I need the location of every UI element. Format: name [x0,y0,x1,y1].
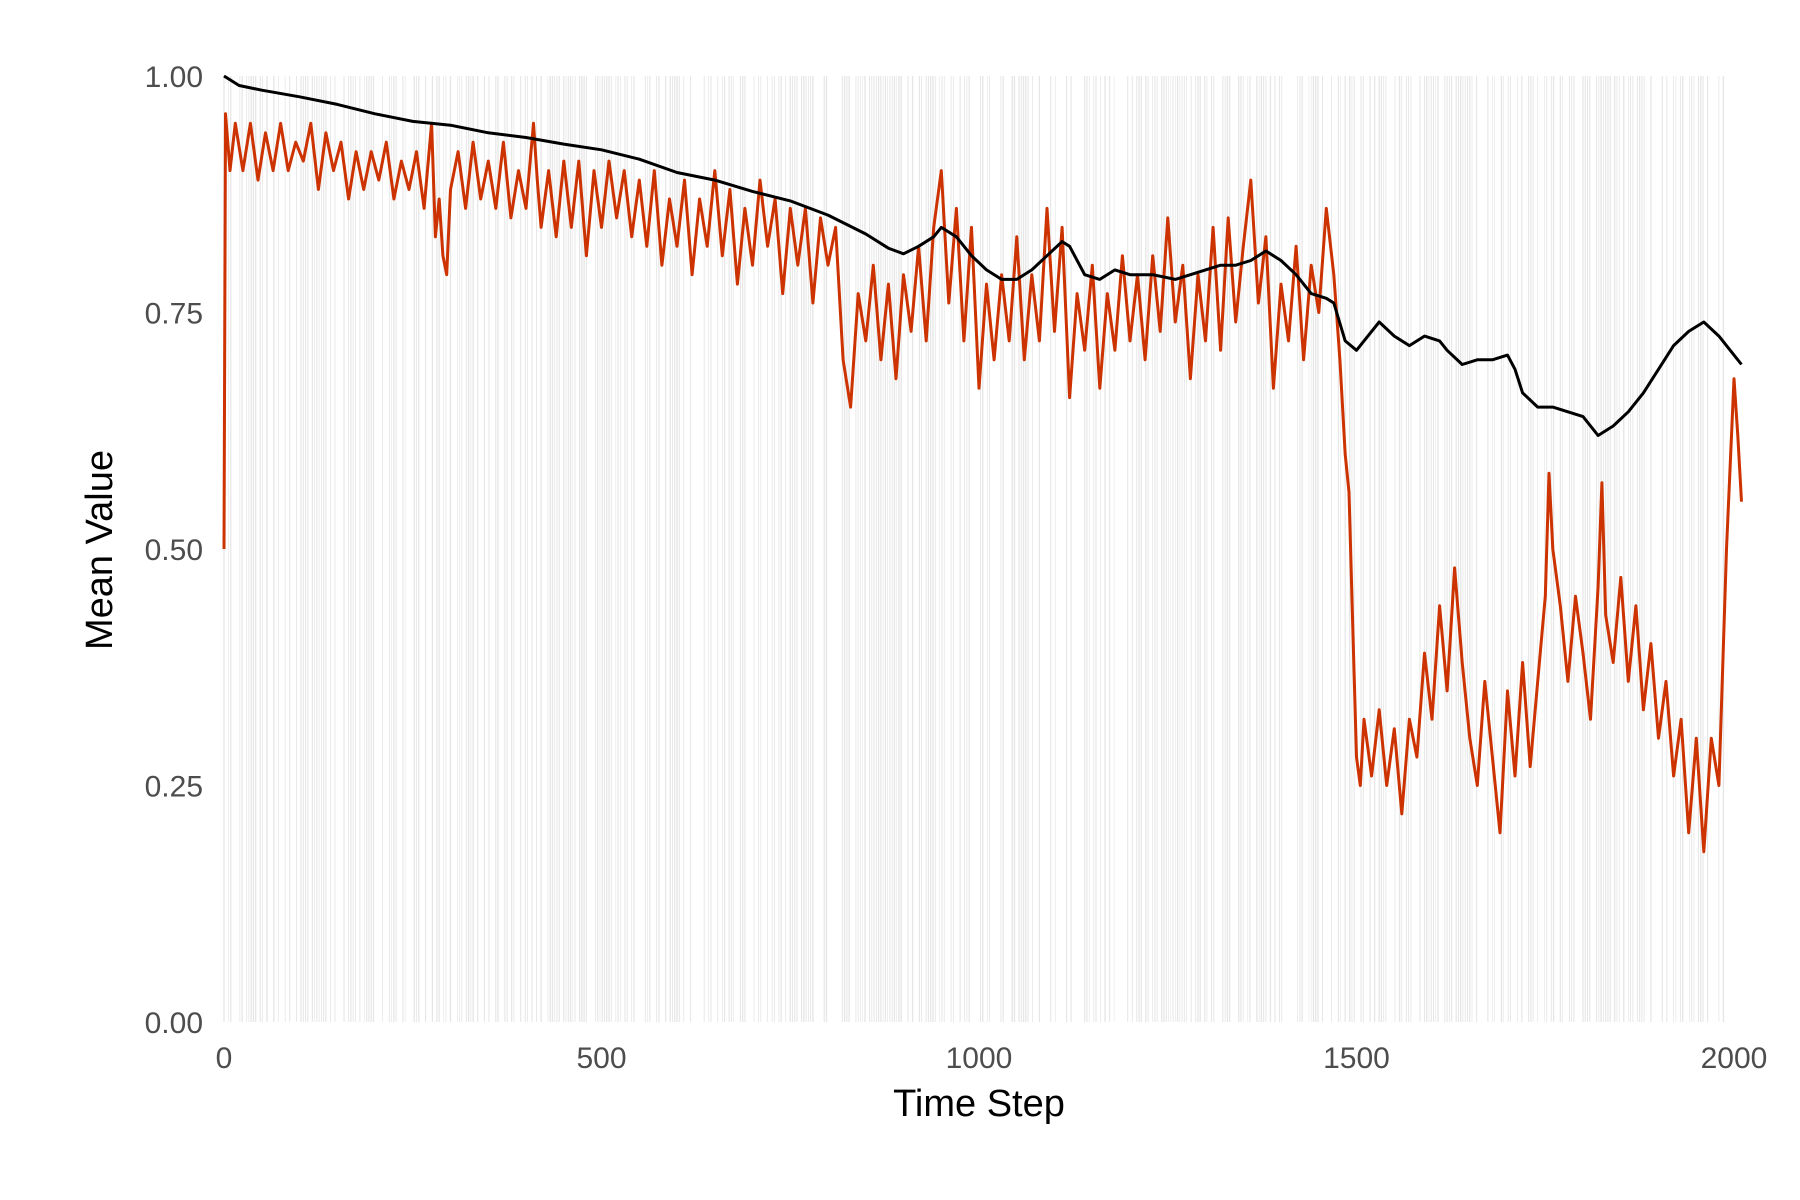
y-tick-label: 1.00 [145,61,203,94]
x-tick-label: 2000 [1701,1042,1768,1075]
y-axis-ticks: 0.00 0.25 0.50 0.75 1.00 [145,61,203,1040]
background-stripes [223,76,1725,1022]
x-tick-label: 1500 [1323,1042,1390,1075]
series-line-red [222,112,1743,854]
y-tick-label: 0.00 [145,1007,203,1040]
y-tick-label: 0.75 [145,298,203,331]
x-tick-label: 1000 [946,1042,1013,1075]
x-axis-title: Time Step [893,1083,1065,1125]
series-line-black [223,74,1743,437]
y-tick-label: 0.25 [145,771,203,804]
x-axis-ticks: 0 500 1000 1500 2000 [216,1042,1768,1075]
y-axis-title: Mean Value [79,450,121,650]
x-tick-label: 0 [216,1042,233,1075]
y-tick-label: 0.50 [145,534,203,567]
series-layer [222,74,1743,854]
x-tick-label: 500 [576,1042,626,1075]
